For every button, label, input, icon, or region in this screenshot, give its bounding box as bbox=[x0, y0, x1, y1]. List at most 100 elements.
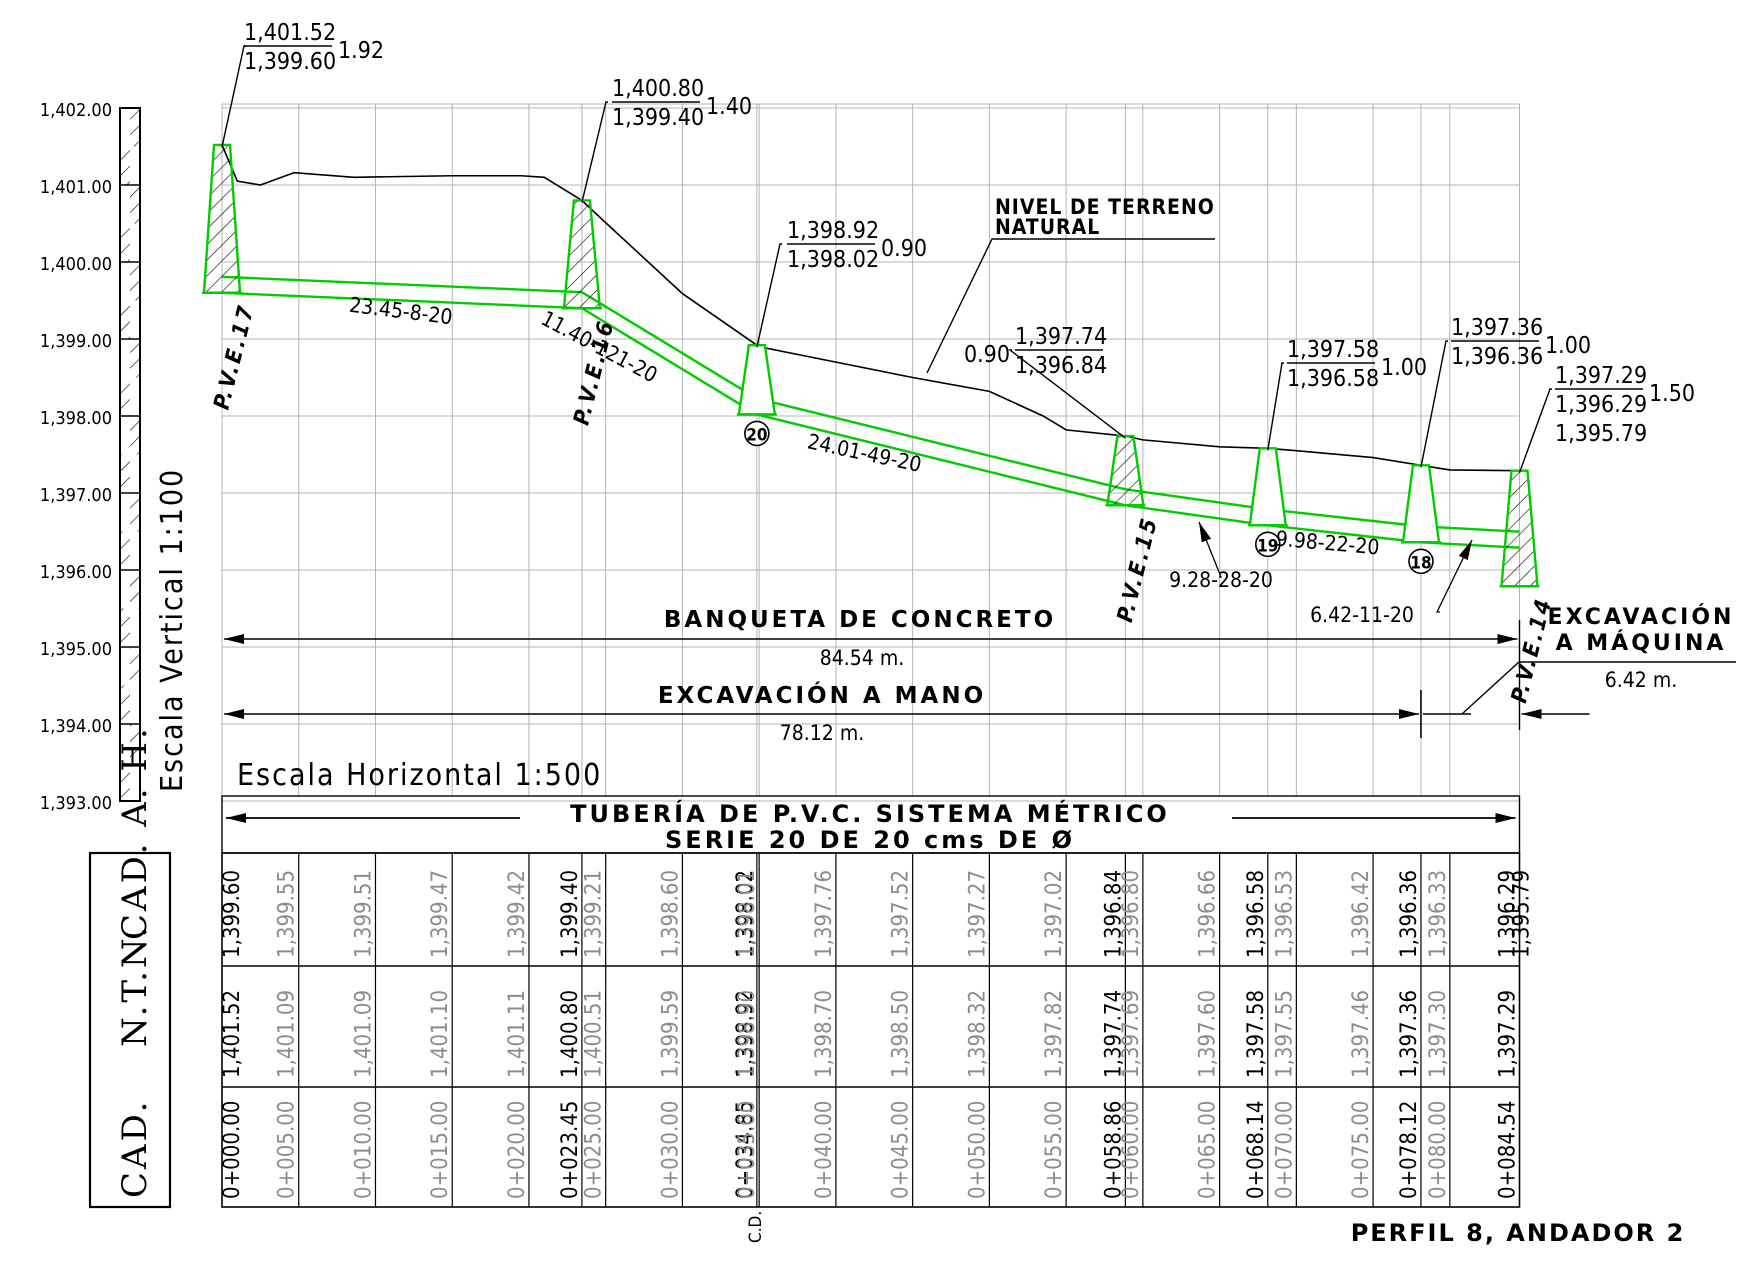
manhole bbox=[1401, 464, 1441, 544]
cell-cadah: 1,396.84 bbox=[1101, 870, 1126, 958]
leader-line bbox=[1007, 349, 1126, 439]
manhole-id-label: P.V.E.17 bbox=[210, 301, 260, 412]
cell-ntn: 1,398.32 bbox=[965, 990, 990, 1078]
nivel-leader bbox=[926, 238, 1215, 374]
elevation-label: 1,400.00 bbox=[40, 254, 112, 275]
profile-labels: 1,401.52 1,399.60 1.92 1,400.80 1,399.40 1.40… bbox=[221, 20, 1695, 627]
cell-ntn: 1,401.10 bbox=[428, 990, 453, 1078]
structure-depth: 1.00 bbox=[1545, 333, 1591, 359]
elevation-label: 1,397.00 bbox=[40, 485, 112, 506]
structure-depth: 1.92 bbox=[338, 38, 384, 64]
leader-line bbox=[756, 243, 782, 348]
structure-elevation: 1,397.58 bbox=[1287, 337, 1379, 363]
cell-cadah: 1,399.42 bbox=[505, 870, 530, 958]
cell-ntn: 1,401.09 bbox=[275, 990, 300, 1078]
pipe-title: TUBERÍA DE P.V.C. SISTEMA MÉTRICO bbox=[570, 799, 1170, 828]
elevation-label: 1,402.00 bbox=[40, 100, 112, 121]
structure-depth: 0.90 bbox=[964, 342, 1010, 368]
cell-cadah: 1,396.33 bbox=[1426, 870, 1451, 958]
pipe-segment-label: 9.28-28-20 bbox=[1169, 568, 1273, 592]
cell-cadah: 1,399.60 bbox=[220, 870, 245, 958]
cell-cad: 0+005.00 bbox=[275, 1101, 300, 1199]
cell-ntn: 1,397.29 bbox=[1496, 990, 1521, 1078]
cell-cad: 0+055.00 bbox=[1042, 1101, 1067, 1199]
manhole bbox=[1500, 469, 1539, 588]
elevation-axis: 1,402.00 1,401.00 1,400.00 1,399.00 1,398.00… bbox=[40, 100, 602, 814]
manhole bbox=[1105, 434, 1145, 507]
cell-ntn: 1,397.30 bbox=[1426, 990, 1451, 1078]
manhole bbox=[562, 199, 602, 310]
segment-leader bbox=[1198, 521, 1222, 578]
structure-depth: 1.40 bbox=[706, 94, 752, 120]
structure-depth: 1.00 bbox=[1381, 355, 1427, 381]
cell-cadah: 1,399.40 bbox=[558, 870, 583, 958]
elevation-label: 1,395.00 bbox=[40, 639, 112, 660]
cell-ntn: 1,397.46 bbox=[1349, 990, 1374, 1078]
row-label: CAD. A. H. bbox=[115, 725, 155, 940]
structure-elevation: 1,400.80 bbox=[612, 76, 704, 102]
horizontal-scale-label: Escala Horizontal 1:500 bbox=[237, 758, 602, 793]
segment-leader bbox=[1435, 539, 1473, 613]
scale-bar-tick bbox=[130, 724, 140, 763]
cell-cadah: 1,396.42 bbox=[1349, 870, 1374, 958]
cell-ntn: 1,401.52 bbox=[220, 990, 245, 1078]
cell-cadah: 1,399.55 bbox=[275, 870, 300, 958]
manhole bbox=[1248, 447, 1288, 527]
pipe-segment-label: 6.42-11-20 bbox=[1310, 603, 1414, 627]
manhole-id-label: P.V.E.15 bbox=[1113, 514, 1163, 625]
structure-elevation: 1,395.79 bbox=[1555, 421, 1647, 447]
cell-cadah: 1,398.01 bbox=[735, 870, 760, 958]
structure-elevation: 1,396.29 bbox=[1555, 392, 1647, 418]
cell-ntn: 1,400.51 bbox=[582, 990, 607, 1078]
elevation-label: 1,401.00 bbox=[40, 177, 112, 198]
elevation-label: 1,393.00 bbox=[40, 793, 112, 814]
dimension-lines: BANQUETA DE CONCRETO 84.54 m. EXCAVACIÓN A… bbox=[224, 604, 1736, 745]
cell-cadah: 1,398.60 bbox=[658, 870, 683, 958]
manhole-number: 18 bbox=[1410, 553, 1431, 573]
pipe-subtitle: SERIE 20 DE 20 cms DE Ø bbox=[665, 826, 1075, 854]
scale-bar-tick bbox=[120, 762, 130, 801]
cell-cad: 0+058.86 bbox=[1101, 1101, 1126, 1199]
row-label-box bbox=[88, 851, 172, 1209]
scale-bar-tick bbox=[130, 570, 140, 609]
nivel-label: NIVEL DE TERRENO bbox=[995, 195, 1215, 219]
cell-cadah: 1,397.27 bbox=[965, 870, 990, 958]
cell-cadah: 1,396.29 bbox=[1496, 870, 1521, 958]
cell-cad: 0+040.00 bbox=[812, 1101, 837, 1199]
scale-bar-tick bbox=[130, 108, 140, 147]
manhole-id: P.V.E.15 bbox=[1113, 514, 1163, 625]
scale-bar-tick bbox=[120, 608, 130, 647]
structure-elevation: 1,396.84 bbox=[1015, 353, 1107, 379]
cell-cad: 0+084.54 bbox=[1496, 1101, 1521, 1199]
leader-line bbox=[1420, 340, 1448, 468]
scale-bar-tick bbox=[130, 416, 140, 455]
cell-ntn: 1,401.11 bbox=[505, 990, 530, 1078]
cell-ntn: 1,397.36 bbox=[1397, 990, 1422, 1078]
cell-cad: 0+023.45 bbox=[558, 1101, 583, 1199]
structure-elevation: 1,398.92 bbox=[787, 218, 879, 244]
scale-bar-tick bbox=[120, 223, 130, 262]
structure-depth: 1.50 bbox=[1649, 381, 1695, 407]
cell-cad: 0+068.14 bbox=[1244, 1101, 1269, 1199]
cell-ntn: 1,398.92 bbox=[733, 990, 758, 1078]
cell-cadah: 1,397.76 bbox=[812, 870, 837, 958]
structure-elevation: 1,398.02 bbox=[787, 247, 879, 273]
pipe-segment-label: 24.01-49-20 bbox=[805, 429, 923, 477]
scale-bar-tick bbox=[120, 531, 130, 570]
cell-ntn: 1,397.69 bbox=[1119, 990, 1144, 1078]
cell-ntn: 1,398.50 bbox=[889, 990, 914, 1078]
structure-elevation: 1,401.52 bbox=[244, 20, 336, 46]
cell-cad: 0+045.00 bbox=[889, 1101, 914, 1199]
cell-cadah: 1,396.36 bbox=[1397, 870, 1422, 958]
cell-cad: 0+078.12 bbox=[1397, 1101, 1422, 1199]
elevation-label: 1,394.00 bbox=[40, 716, 112, 737]
scale-bar-tick bbox=[130, 647, 140, 686]
vertical-scale-label: Escala Vertical 1:100 bbox=[155, 468, 190, 792]
scale-bar-tick bbox=[120, 685, 130, 724]
cell-cad: 0+025.00 bbox=[582, 1101, 607, 1199]
manhole-number-circle bbox=[1408, 548, 1434, 575]
maquina-leader bbox=[1461, 661, 1736, 715]
leader-line bbox=[221, 45, 246, 148]
cell-cad: 0+075.00 bbox=[1349, 1101, 1374, 1199]
